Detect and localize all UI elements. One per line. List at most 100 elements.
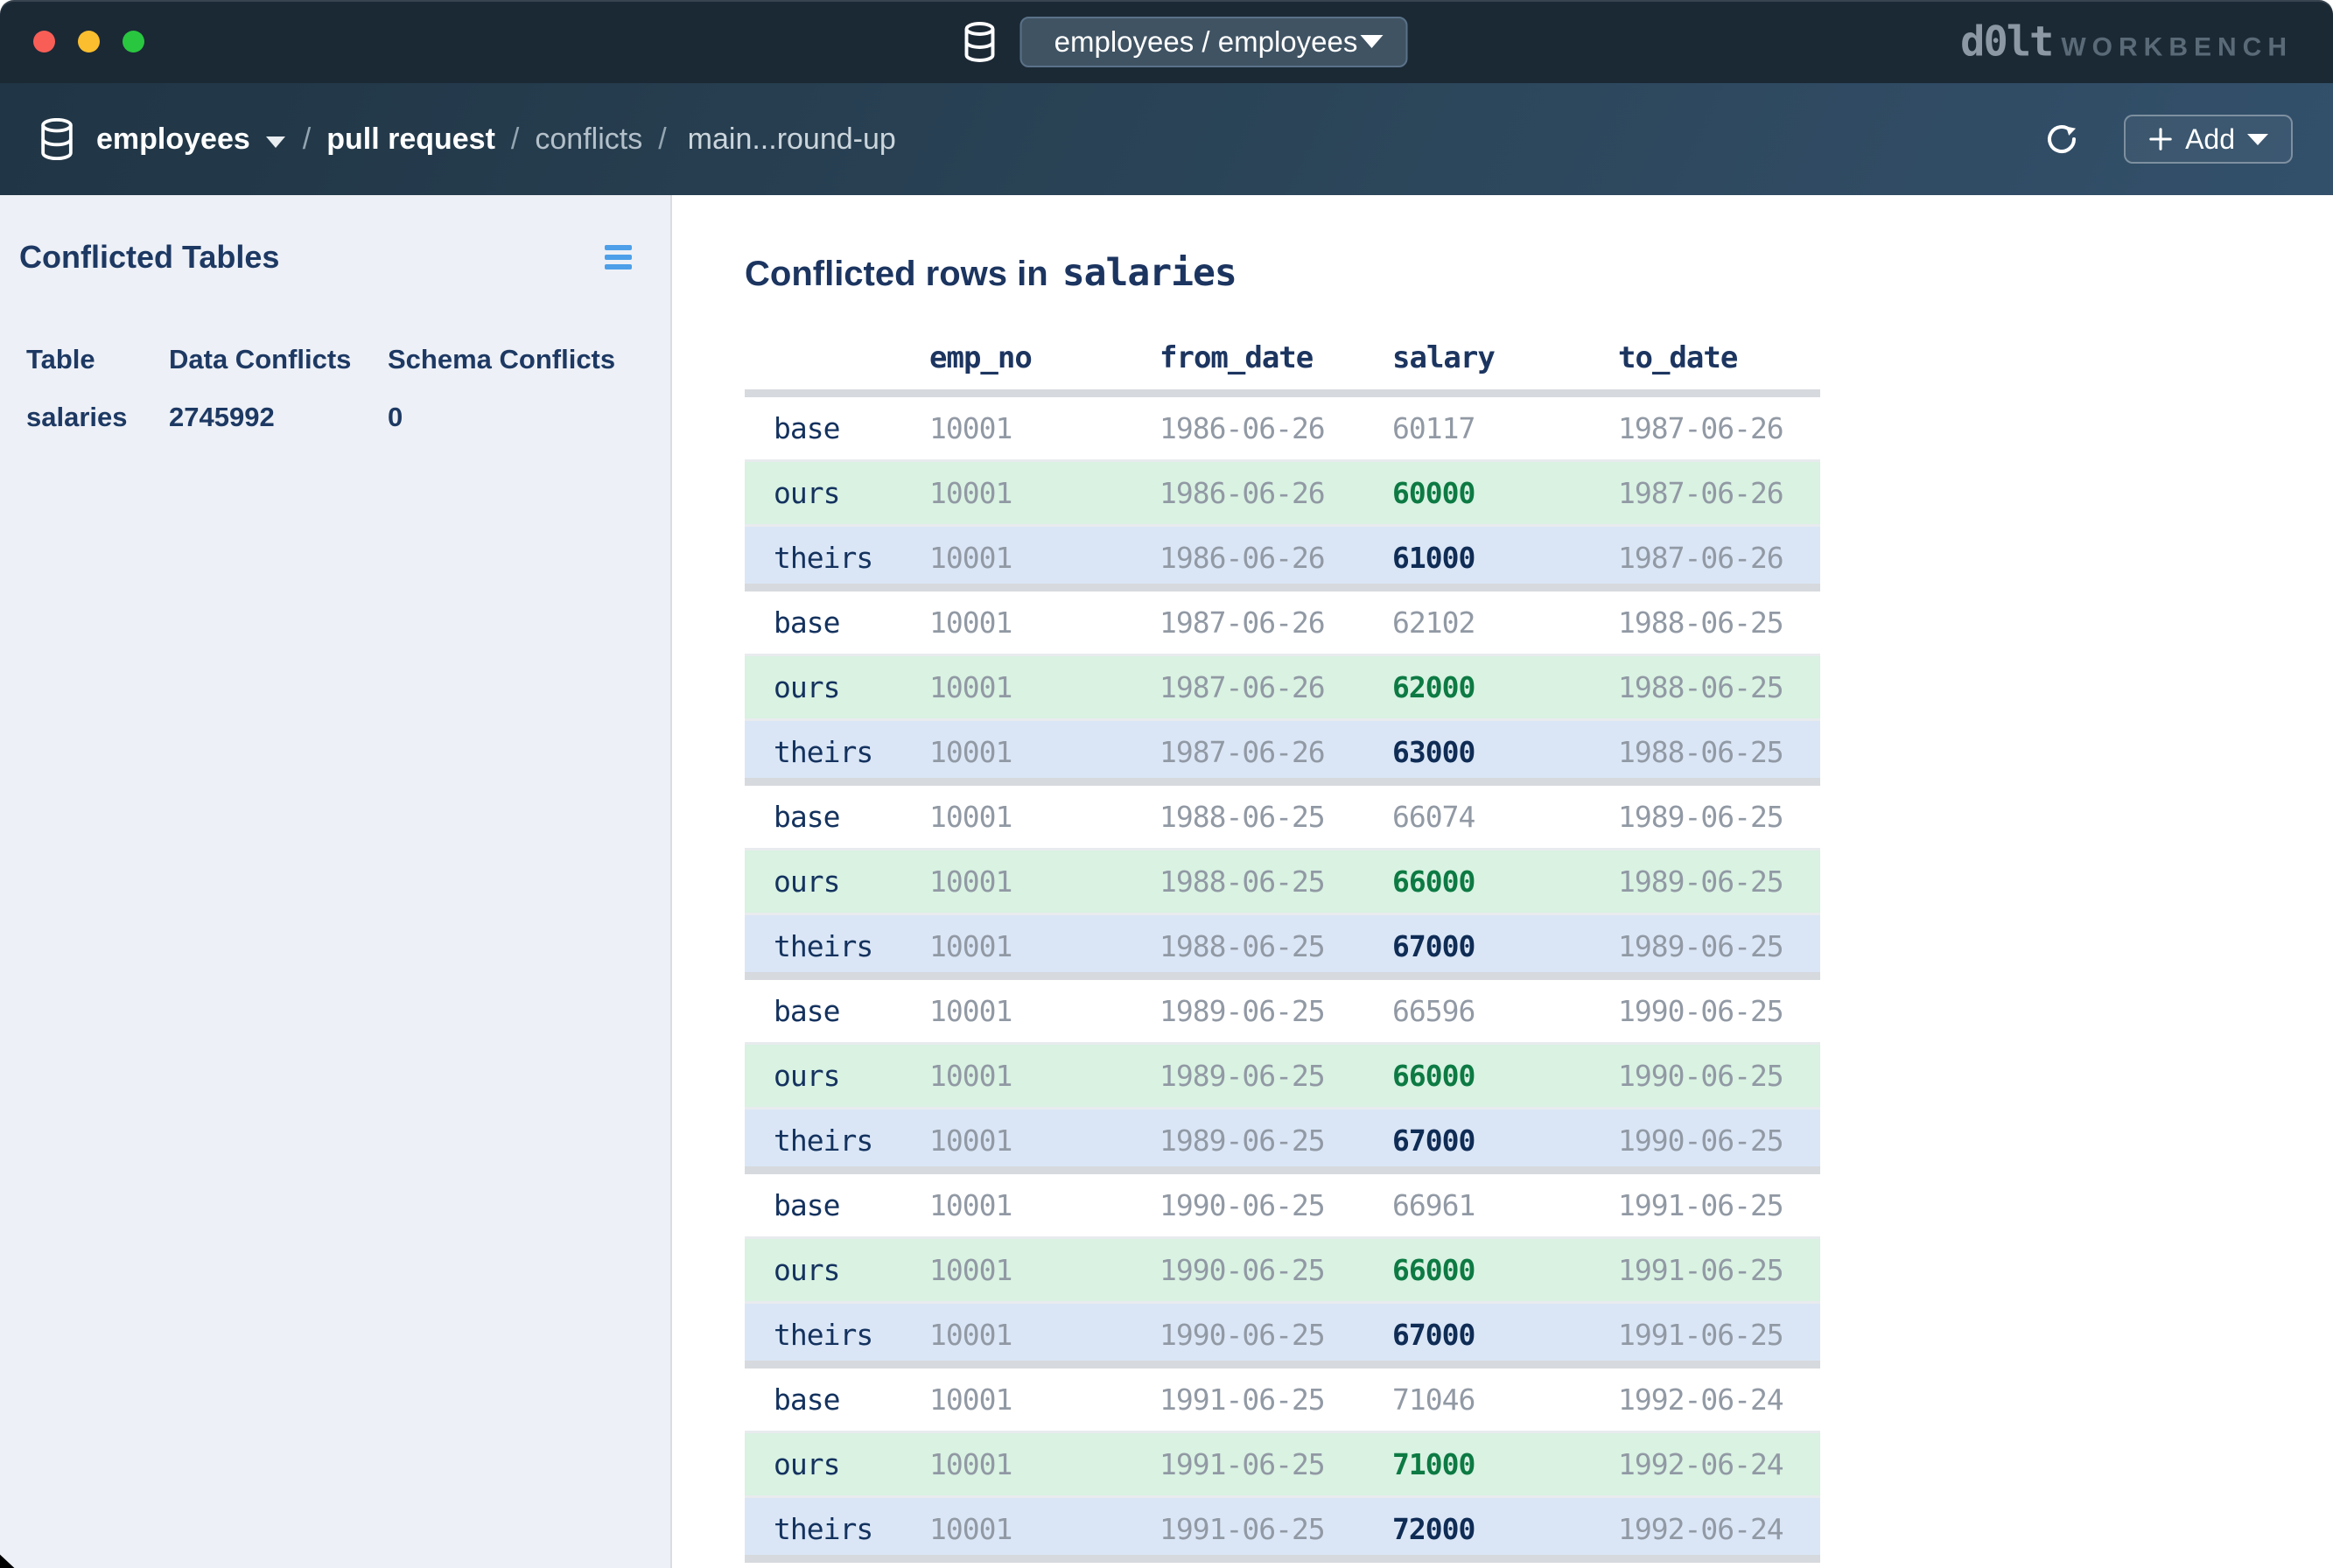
breadcrumb-conflicts[interactable]: conflicts xyxy=(535,122,642,157)
row-cell: 1992-06-24 xyxy=(1618,1498,1820,1555)
mouse-cursor xyxy=(0,1550,19,1568)
row-cell: 1988-06-25 xyxy=(1618,592,1820,654)
row-cell: 71000 xyxy=(1392,1433,1618,1495)
breadcrumb-separator: / xyxy=(511,122,519,157)
row-cell: 1987-06-26 xyxy=(1618,397,1820,459)
row-cell: 1987-06-26 xyxy=(1159,656,1392,718)
database-icon-breadcrumb xyxy=(40,118,74,160)
row-version-label: base xyxy=(745,980,929,1042)
chevron-down-icon xyxy=(1361,35,1384,48)
column-header-data-conflicts: Data Conflicts xyxy=(169,344,388,382)
sidebar-title: Conflicted Tables xyxy=(19,239,279,276)
row-cell: 1989-06-25 xyxy=(1618,850,1820,913)
row-cell: 1991-06-25 xyxy=(1159,1368,1392,1431)
row-cell: 1991-06-25 xyxy=(1618,1174,1820,1236)
row-cell: 1987-06-26 xyxy=(1618,527,1820,584)
row-cell: 1991-06-25 xyxy=(1618,1304,1820,1361)
window-controls xyxy=(0,31,144,52)
header-divider xyxy=(745,389,1820,397)
refresh-button[interactable] xyxy=(2043,121,2080,158)
row-version-label: ours xyxy=(745,1433,929,1495)
row-cell: 1989-06-25 xyxy=(1159,1110,1392,1166)
row-cell: 1989-06-25 xyxy=(1618,915,1820,972)
conflict-row-theirs: theirs100011986-06-26610001987-06-26 xyxy=(745,527,1820,592)
row-cell: 1990-06-25 xyxy=(1159,1239,1392,1301)
row-cell: 10001 xyxy=(929,850,1159,913)
row-version-label: base xyxy=(745,397,929,459)
row-cell: 1990-06-25 xyxy=(1618,1045,1820,1107)
breadcrumb-pull-request[interactable]: pull request xyxy=(326,122,495,157)
data-conflicts-count-cell: 2745992 xyxy=(169,402,388,440)
conflicted-tables-list: Table Data Conflicts Schema Conflicts sa… xyxy=(0,344,670,440)
zoom-window-button[interactable] xyxy=(123,31,144,52)
row-cell: 10001 xyxy=(929,1368,1159,1431)
row-cell: 1987-06-26 xyxy=(1618,462,1820,524)
conflict-row-theirs: theirs100011990-06-25670001991-06-25 xyxy=(745,1304,1820,1368)
hamburger-menu-icon[interactable] xyxy=(605,245,632,270)
row-version-label: base xyxy=(745,786,929,848)
row-cell: 1988-06-25 xyxy=(1159,786,1392,848)
row-cell: 1986-06-26 xyxy=(1159,462,1392,524)
conflict-row-ours: ours100011991-06-25710001992-06-24 xyxy=(745,1433,1820,1498)
row-cell: 10001 xyxy=(929,1304,1159,1361)
row-cell: 1989-06-25 xyxy=(1159,1045,1392,1107)
row-cell: 1991-06-25 xyxy=(1618,1239,1820,1301)
breadcrumb-separator: / xyxy=(658,122,666,157)
conflicted-tables-header-row: Table Data Conflicts Schema Conflicts xyxy=(26,344,644,382)
row-cell: 66000 xyxy=(1392,1045,1618,1107)
row-version-label: base xyxy=(745,1368,929,1431)
row-cell: 1990-06-25 xyxy=(1159,1304,1392,1361)
row-version-label: theirs xyxy=(745,1498,929,1555)
conflict-row-base: base100011988-06-25660741989-06-25 xyxy=(745,786,1820,850)
conflict-row-base: base100011986-06-26601171987-06-26 xyxy=(745,397,1820,462)
row-cell: 61000 xyxy=(1392,527,1618,584)
row-cell: 1986-06-26 xyxy=(1159,397,1392,459)
row-cell: 10001 xyxy=(929,980,1159,1042)
row-version-label: theirs xyxy=(745,1304,929,1361)
add-button[interactable]: Add xyxy=(2124,115,2293,164)
row-version-label: theirs xyxy=(745,527,929,584)
row-cell: 10001 xyxy=(929,397,1159,459)
conflict-row-ours: ours100011988-06-25660001989-06-25 xyxy=(745,850,1820,915)
row-cell: 10001 xyxy=(929,786,1159,848)
brand-workbench: WORKBENCH xyxy=(2061,32,2293,62)
row-cell: 1988-06-25 xyxy=(1618,656,1820,718)
row-cell: 10001 xyxy=(929,656,1159,718)
page-title-table-name: salaries xyxy=(1062,251,1237,295)
conflict-row-theirs: theirs100011989-06-25670001990-06-25 xyxy=(745,1110,1820,1174)
row-cell: 1988-06-25 xyxy=(1159,850,1392,913)
breadcrumb-database[interactable]: employees xyxy=(96,122,250,157)
row-version-label: theirs xyxy=(745,1110,929,1166)
column-header-version xyxy=(745,340,929,375)
conflict-row-ours: ours100011989-06-25660001990-06-25 xyxy=(745,1045,1820,1110)
chevron-down-icon xyxy=(2247,134,2268,145)
row-cell: 66074 xyxy=(1392,786,1618,848)
column-header-from_date: from_date xyxy=(1159,340,1392,375)
row-cell: 10001 xyxy=(929,527,1159,584)
row-cell: 67000 xyxy=(1392,1110,1618,1166)
database-selector-value: employees / employees xyxy=(1052,25,1361,59)
row-cell: 1988-06-25 xyxy=(1618,721,1820,778)
close-window-button[interactable] xyxy=(33,31,55,52)
page-title: Conflicted rows in salaries xyxy=(745,251,2333,295)
breadcrumb-separator: / xyxy=(303,122,311,157)
conflicted-tables-sidebar: Conflicted Tables Table Data Conflicts S… xyxy=(0,195,672,1568)
table-name-cell[interactable]: salaries xyxy=(26,402,169,440)
row-cell: 1992-06-24 xyxy=(1618,1368,1820,1431)
row-cell: 66596 xyxy=(1392,980,1618,1042)
row-cell: 10001 xyxy=(929,1174,1159,1236)
row-cell: 1991-06-25 xyxy=(1159,1498,1392,1555)
minimize-window-button[interactable] xyxy=(78,31,100,52)
schema-conflicts-count-cell: 0 xyxy=(388,402,644,440)
row-cell: 1991-06-25 xyxy=(1159,1433,1392,1495)
conflicted-table-row-salaries[interactable]: salaries 2745992 0 xyxy=(26,382,644,440)
row-cell: 63000 xyxy=(1392,721,1618,778)
database-selector[interactable]: employees / employees xyxy=(1020,17,1408,67)
chevron-down-icon[interactable] xyxy=(266,136,285,148)
conflict-row-ours: ours100011987-06-26620001988-06-25 xyxy=(745,656,1820,721)
conflict-row-base: base100011990-06-25669611991-06-25 xyxy=(745,1174,1820,1239)
row-version-label: ours xyxy=(745,1045,929,1107)
row-cell: 1992-06-24 xyxy=(1618,1433,1820,1495)
row-version-label: ours xyxy=(745,1239,929,1301)
conflict-row-theirs: theirs100011991-06-25720001992-06-24 xyxy=(745,1498,1820,1563)
